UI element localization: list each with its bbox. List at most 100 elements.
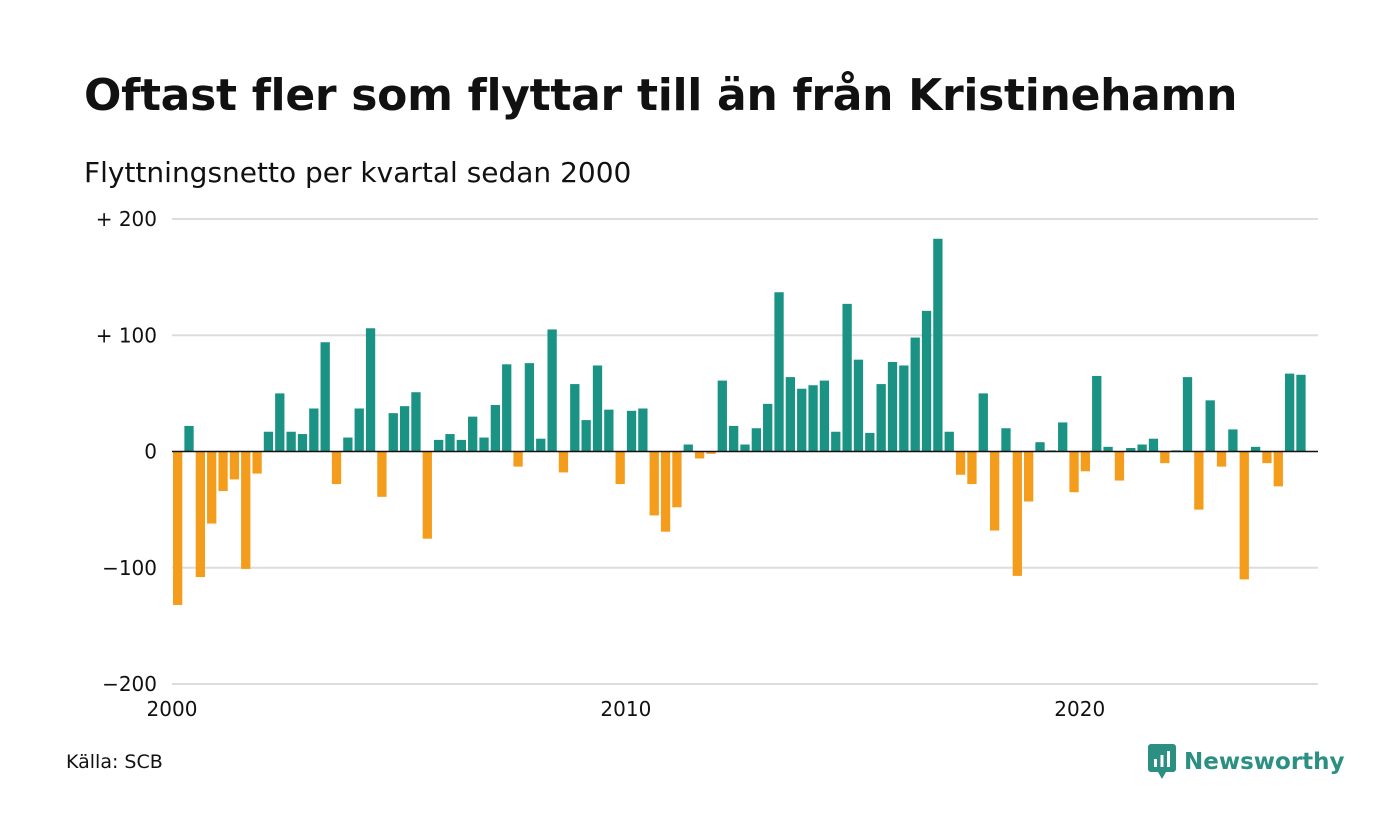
bar xyxy=(241,451,251,569)
bar xyxy=(1205,400,1215,452)
bar xyxy=(1058,422,1068,452)
bar xyxy=(490,405,501,452)
bar xyxy=(184,425,194,452)
bar xyxy=(1001,428,1011,452)
brand-logo: Newsworthy xyxy=(1148,744,1345,780)
bar xyxy=(660,451,671,532)
bar xyxy=(944,431,954,452)
bar xyxy=(297,434,308,452)
x-tick-label: 2020 xyxy=(1054,697,1105,721)
bar xyxy=(377,451,387,497)
newsworthy-logo-icon xyxy=(1148,744,1176,779)
y-tick-label: + 200 xyxy=(96,207,157,231)
bar xyxy=(354,408,364,452)
chart-subtitle: Flyttningsnetto per kvartal sedan 2000 xyxy=(84,156,632,189)
bar xyxy=(1160,451,1170,464)
bar xyxy=(1273,451,1283,487)
bar xyxy=(706,451,716,454)
bar xyxy=(558,451,569,473)
bar xyxy=(683,444,693,452)
bar xyxy=(1182,377,1193,452)
bar xyxy=(1024,451,1034,502)
bar xyxy=(1092,375,1102,452)
y-tick-label: −100 xyxy=(102,556,157,580)
bar xyxy=(365,328,376,452)
brand-name: Newsworthy xyxy=(1184,749,1345,775)
bar xyxy=(411,392,421,452)
bar xyxy=(1296,374,1306,452)
bar xyxy=(1148,438,1159,452)
bar xyxy=(1035,442,1045,452)
y-tick-label: −200 xyxy=(102,672,157,696)
bar xyxy=(502,364,512,452)
bar xyxy=(388,413,398,452)
bar xyxy=(887,361,898,452)
bar xyxy=(751,428,761,452)
bar xyxy=(207,451,217,524)
y-tick-label: 0 xyxy=(144,440,157,464)
bar xyxy=(422,451,432,539)
bar xyxy=(899,365,909,452)
bar xyxy=(1284,373,1295,452)
bar xyxy=(1228,429,1238,452)
bar xyxy=(1250,446,1261,452)
bar xyxy=(967,451,977,485)
bar xyxy=(399,406,410,452)
y-tick-label: + 100 xyxy=(96,323,157,347)
bar xyxy=(921,310,932,452)
bar xyxy=(173,451,183,605)
bar xyxy=(797,388,807,452)
bar xyxy=(1069,451,1079,493)
bar xyxy=(615,451,625,485)
bar xyxy=(604,409,614,452)
chart-title: Oftast fler som flyttar till än från Kri… xyxy=(84,70,1238,121)
bar xyxy=(570,384,580,452)
bar xyxy=(513,451,523,467)
bar xyxy=(694,451,705,459)
bar xyxy=(252,451,262,474)
bars xyxy=(173,238,1306,605)
bar xyxy=(989,451,1000,531)
bar xyxy=(275,393,285,452)
bar xyxy=(763,403,773,452)
bar xyxy=(1262,451,1272,464)
bar xyxy=(479,437,489,452)
bar xyxy=(1012,451,1022,576)
bar xyxy=(672,451,682,508)
bar xyxy=(309,408,319,452)
bar xyxy=(1137,444,1147,452)
bar xyxy=(547,329,557,452)
bar xyxy=(853,359,864,452)
bar xyxy=(808,385,818,452)
bar xyxy=(785,377,796,452)
bar xyxy=(876,384,886,452)
bar xyxy=(740,444,750,452)
bar xyxy=(1239,451,1249,580)
bar xyxy=(978,393,988,452)
bar xyxy=(1194,451,1204,510)
bar xyxy=(433,439,444,452)
bar xyxy=(1126,448,1136,452)
bar xyxy=(774,292,784,452)
bar xyxy=(229,451,240,480)
bar xyxy=(638,408,648,452)
x-tick-label: 2000 xyxy=(147,697,198,721)
bar xyxy=(1080,451,1091,472)
bar xyxy=(1103,446,1113,452)
bar xyxy=(842,303,852,452)
source-note: Källa: SCB xyxy=(66,751,163,773)
bar xyxy=(331,451,342,485)
bar xyxy=(717,380,727,452)
bar xyxy=(592,365,603,452)
bar xyxy=(1114,451,1125,481)
bar xyxy=(955,451,966,475)
bar xyxy=(468,416,478,452)
bar xyxy=(263,431,274,452)
bar xyxy=(524,363,535,452)
bar xyxy=(456,439,466,452)
bar xyxy=(649,451,659,516)
bar xyxy=(195,451,206,578)
bar xyxy=(910,337,920,452)
